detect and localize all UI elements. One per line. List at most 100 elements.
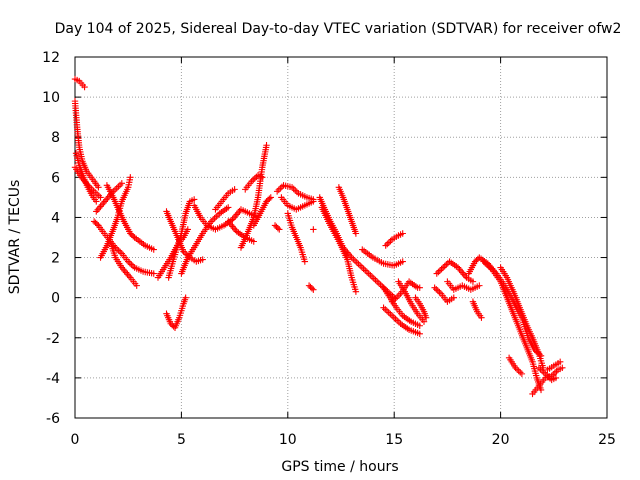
data-point (231, 186, 238, 193)
data-point (225, 204, 232, 211)
data-point (273, 188, 281, 195)
data-point (352, 230, 360, 237)
data-point (436, 267, 444, 274)
data-point (276, 226, 283, 233)
data-point (308, 285, 316, 292)
data-point (436, 288, 443, 296)
data-point (97, 203, 104, 210)
data-point (117, 248, 124, 256)
chart-title: Day 104 of 2025, Sidereal Day-to-day VTE… (55, 21, 622, 37)
data-point (385, 239, 393, 246)
x-axis-label: GPS time / hours (281, 459, 398, 475)
data-point (434, 287, 442, 294)
data-point (517, 369, 524, 376)
data-point (456, 266, 463, 273)
data-point (278, 183, 286, 191)
data-point (190, 196, 198, 203)
data-point (199, 256, 206, 263)
data-point (435, 268, 442, 276)
axis-ticks (74, 56, 608, 419)
data-point (250, 238, 257, 245)
data-point (274, 224, 282, 232)
data-point (450, 294, 457, 301)
data-point (266, 195, 273, 202)
data-point (233, 211, 240, 218)
data-point (93, 208, 100, 215)
data-point (513, 366, 521, 373)
data-point (310, 286, 317, 293)
data-point (229, 223, 236, 230)
data-point (459, 269, 466, 276)
data-point (118, 180, 126, 187)
data-point (431, 284, 438, 291)
data-point (184, 226, 191, 233)
data-point (422, 314, 430, 321)
data-point (95, 204, 103, 212)
data-point (292, 187, 299, 194)
data-point (416, 284, 423, 291)
data-point (95, 184, 102, 191)
x-tick-label: 15 (385, 432, 403, 448)
data-point (100, 199, 107, 207)
data-point (128, 261, 135, 268)
data-point (551, 369, 559, 377)
data-point (81, 83, 88, 91)
data-point (552, 374, 560, 382)
data-point (352, 288, 360, 295)
data-point (416, 322, 423, 329)
y-tick-label: 10 (42, 90, 60, 106)
data-point (384, 240, 391, 248)
data-point (98, 201, 106, 208)
data-point (469, 278, 477, 285)
data-point (310, 198, 317, 205)
data-point (556, 358, 564, 366)
y-tick-label: 12 (42, 50, 60, 66)
data-point (275, 186, 282, 194)
y-tick-label: 0 (51, 291, 60, 307)
data-point (387, 237, 394, 245)
data-point (457, 267, 465, 275)
data-point (94, 206, 101, 213)
data-point (438, 265, 445, 273)
data-point (518, 370, 526, 378)
data-point (559, 364, 566, 372)
x-tick-label: 20 (492, 432, 510, 448)
data-point (122, 269, 130, 276)
data-points (71, 75, 566, 398)
data-point (399, 230, 406, 237)
data-point (121, 267, 128, 275)
data-point (150, 270, 157, 277)
data-point (101, 198, 108, 205)
y-tick-label: 4 (51, 210, 60, 226)
data-point (93, 220, 101, 228)
tick-labels: 0 5 10 15 20 25 -6 -4 -2 0 2 4 6 8 10 12 (42, 50, 616, 448)
data-point (478, 314, 485, 321)
data-point (382, 242, 389, 249)
data-point (267, 194, 274, 201)
data-point (103, 196, 110, 203)
data-point (230, 214, 238, 221)
data-point (439, 264, 447, 271)
y-tick-label: -4 (46, 371, 60, 387)
x-tick-label: 5 (177, 432, 186, 448)
data-point (97, 194, 104, 201)
data-point (150, 246, 157, 253)
y-tick-label: 8 (51, 130, 60, 146)
data-point (399, 258, 406, 265)
data-point (93, 198, 100, 205)
x-tick-label: 0 (71, 432, 80, 448)
data-point (236, 207, 243, 215)
data-point (310, 226, 317, 233)
data-point (460, 271, 467, 278)
data-point (182, 294, 189, 301)
data-point (259, 174, 266, 181)
plot-frame (74, 56, 608, 419)
y-tick-label: 6 (51, 170, 60, 186)
y-tick-label: -2 (46, 331, 60, 347)
data-point (538, 367, 546, 375)
data-point (124, 271, 131, 278)
y-tick-label: -6 (46, 411, 60, 427)
data-point (476, 282, 483, 289)
